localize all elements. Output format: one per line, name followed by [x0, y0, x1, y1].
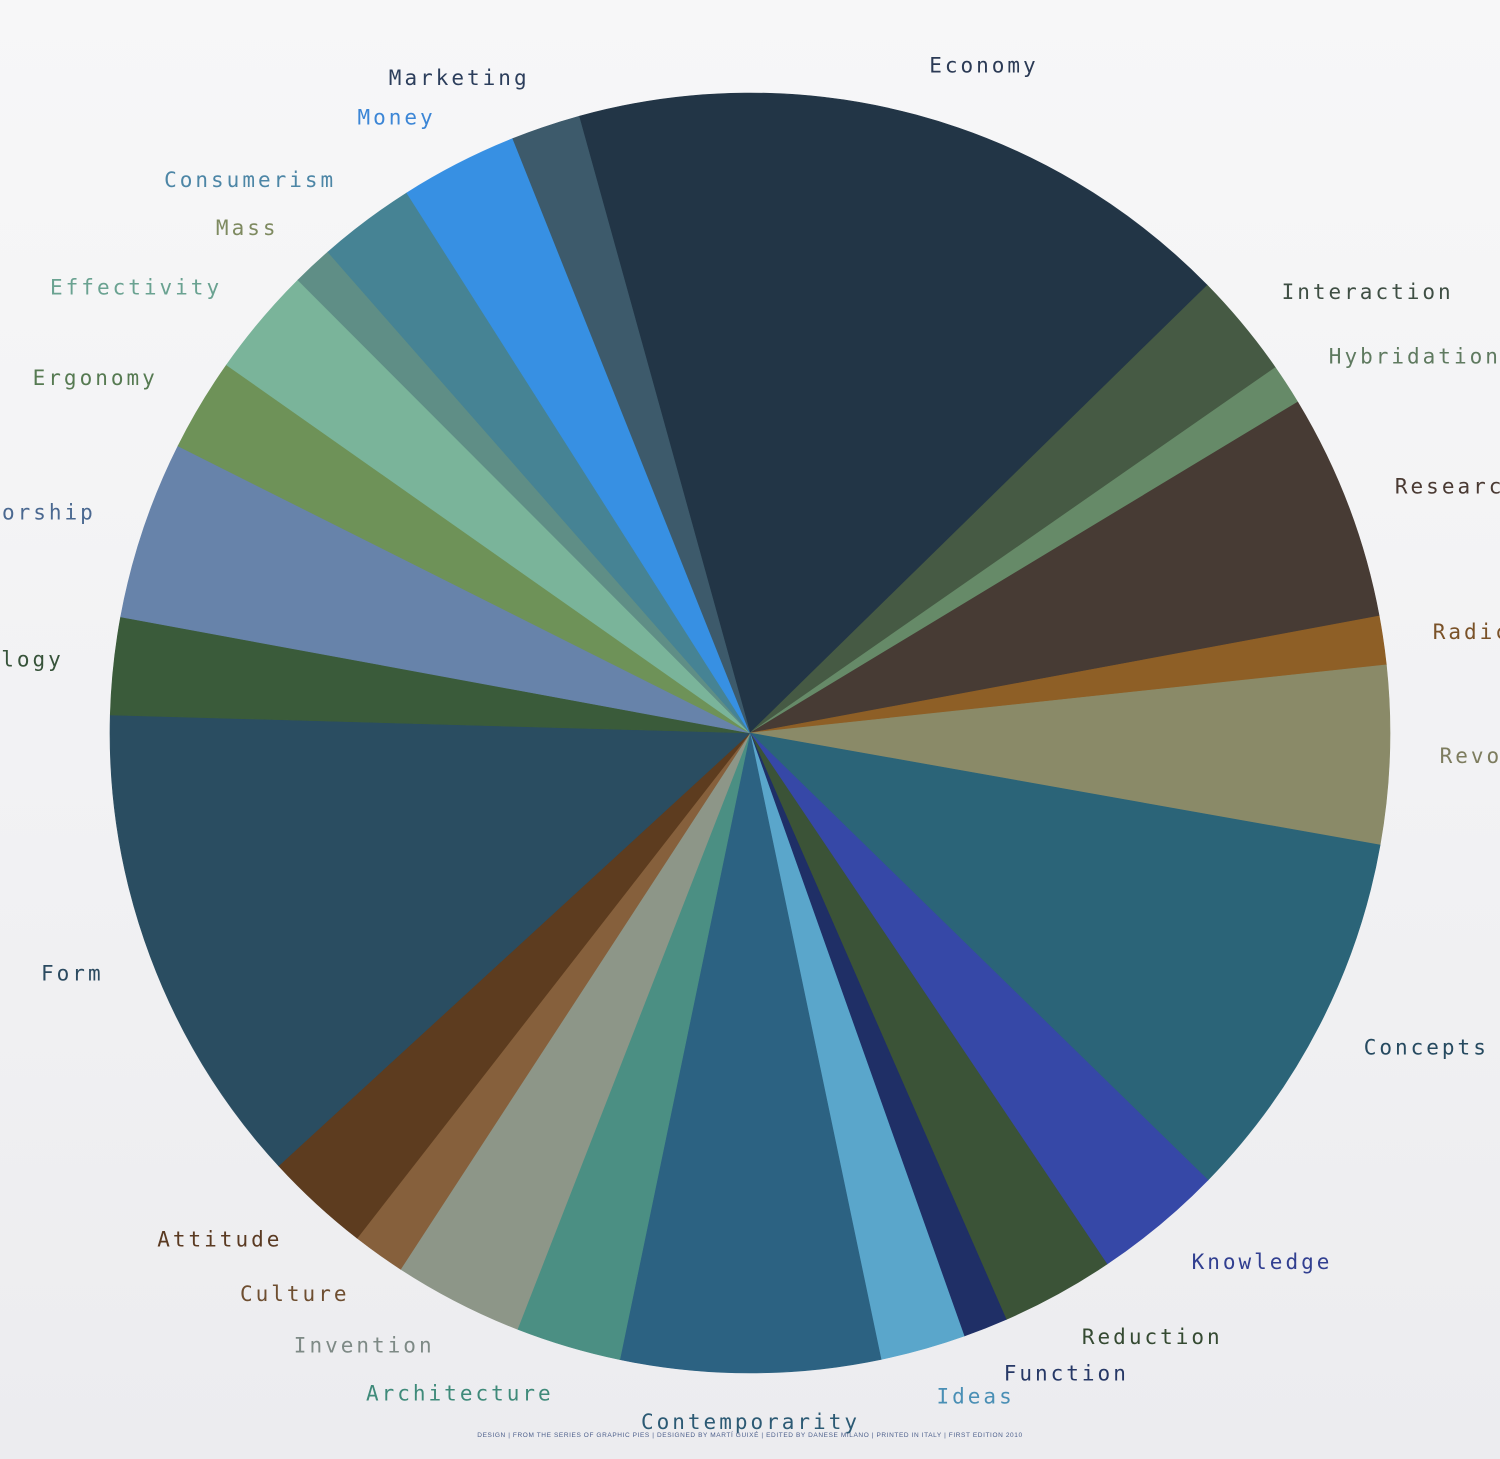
pie-slice-revolution — [749, 664, 1391, 846]
slice-label-knowledge: Knowledge — [1192, 1250, 1333, 1274]
slice-label-authorship: Authorship — [0, 501, 96, 525]
slice-label-attitude: Attitude — [157, 1227, 282, 1251]
pie-slice-form — [109, 714, 751, 1167]
footer-credit: DESIGN | FROM THE SERIES OF GRAPHIC PIES… — [477, 1432, 1023, 1439]
slice-label-marketing: Marketing — [389, 66, 530, 90]
slice-label-ideas: Ideas — [937, 1384, 1015, 1408]
slice-label-ideology: Ideology — [0, 648, 64, 672]
slice-label-function: Function — [1004, 1362, 1129, 1386]
slice-label-architecture: Architecture — [366, 1382, 554, 1406]
pie-slice-marketing — [512, 115, 751, 734]
pie-slice-concepts — [749, 732, 1381, 1181]
slice-label-hybridation: Hybridation — [1329, 344, 1500, 368]
slice-label-contemporarity: Contemporarity — [641, 1410, 860, 1434]
slice-label-mass: Mass — [216, 216, 279, 240]
pie-labels: Economy Interaction Hybridation Research Rad… — [0, 54, 1500, 1434]
slice-label-reduction: Reduction — [1082, 1325, 1223, 1349]
pie-slice-contemporarity — [619, 732, 882, 1374]
pie-slices — [109, 92, 1391, 1374]
slice-label-effectivity: Effectivity — [50, 276, 222, 300]
slice-label-invention: Invention — [294, 1334, 435, 1358]
slice-label-research: Research — [1395, 475, 1500, 499]
slice-label-culture: Culture — [240, 1282, 350, 1306]
slice-label-concepts: Concepts — [1364, 1035, 1489, 1059]
slice-label-radicality: Radicality — [1433, 620, 1500, 644]
slice-label-money: Money — [357, 106, 435, 130]
slice-label-economy: Economy — [929, 54, 1039, 78]
slice-label-revolution: Revolution — [1440, 744, 1500, 768]
pie-slice-authorship — [120, 445, 751, 734]
slice-label-form: Form — [41, 961, 104, 985]
slice-label-interaction: Interaction — [1282, 280, 1454, 304]
slice-label-ergonomy: Ergonomy — [33, 366, 158, 390]
pie-slice-research — [749, 401, 1380, 734]
slice-label-consumerism: Consumerism — [164, 168, 336, 192]
pie-slice-economy — [578, 92, 1208, 734]
